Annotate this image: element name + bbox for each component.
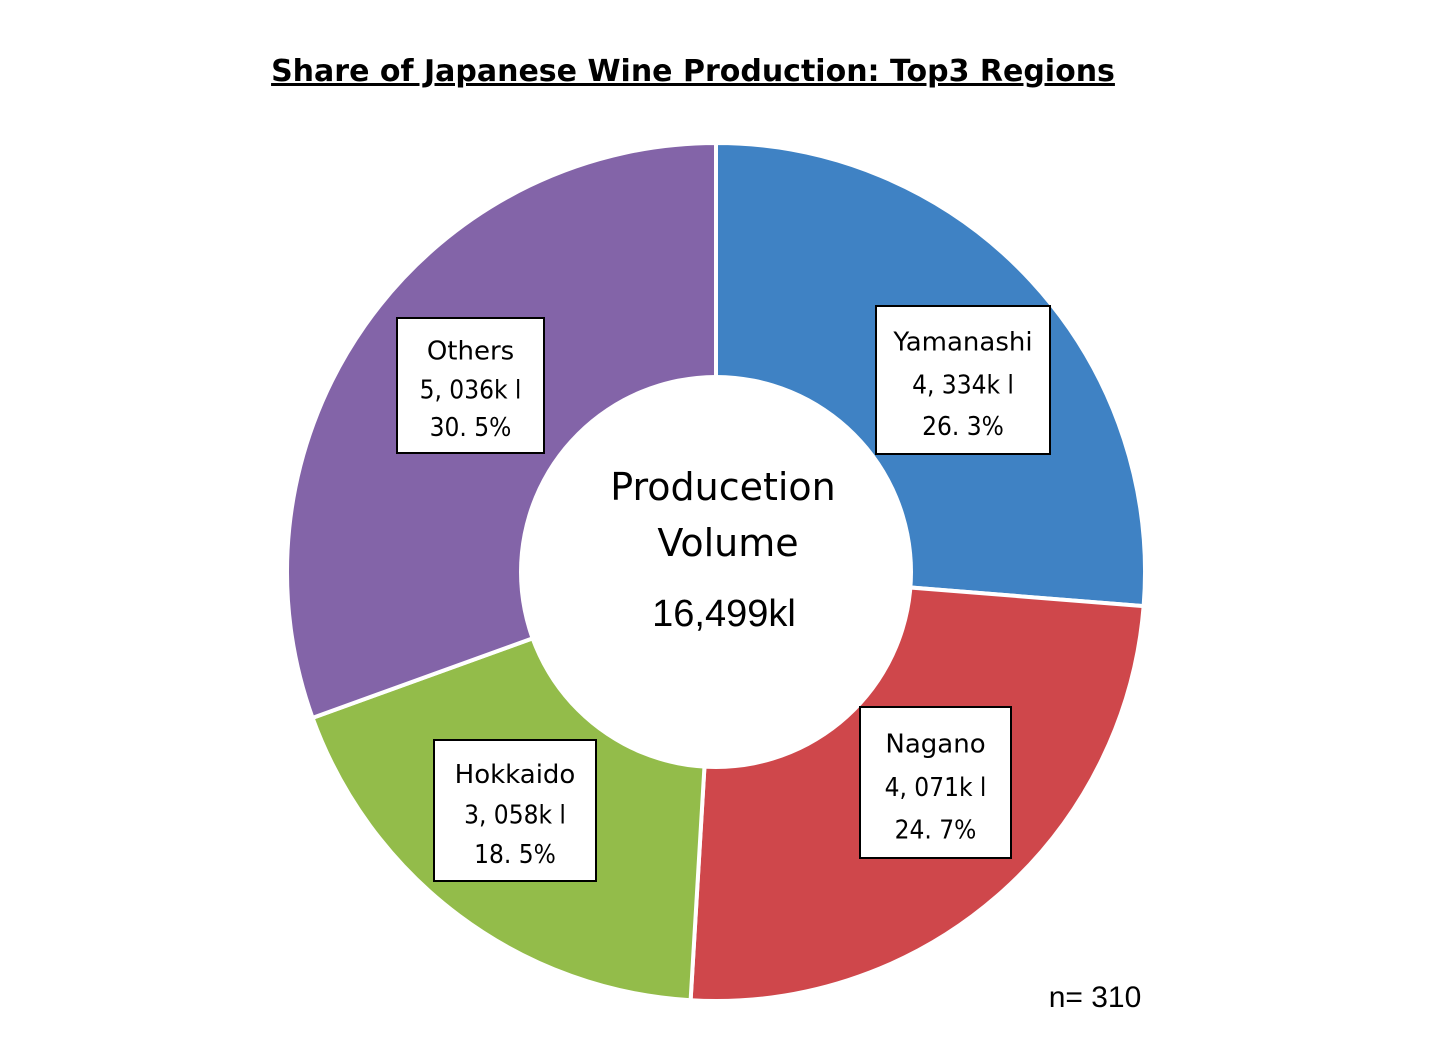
label-box-frame [396, 317, 545, 454]
label-percent: 26. 3% [922, 412, 1004, 442]
label-box-hokkaido: Hokkaido 3, 058k l 18. 5% [433, 739, 597, 882]
label-box-yamanashi: Yamanashi 4, 334k l 26. 3% [875, 305, 1051, 455]
label-percent: 24. 7% [895, 815, 977, 845]
sample-size-note: n= 310 [1049, 981, 1142, 1014]
label-percent: 30. 5% [430, 413, 512, 443]
label-category: Others [427, 336, 514, 366]
label-value: 4, 071k l [885, 773, 987, 803]
label-box-others: Others 5, 036k l 30. 5% [396, 317, 545, 454]
label-value: 4, 334k l [912, 370, 1014, 400]
chart-title: Share of Japanese Wine Production: Top3 … [271, 54, 1115, 89]
label-category: Yamanashi [892, 328, 1032, 358]
label-box-frame [859, 706, 1012, 859]
label-box-frame [433, 739, 597, 882]
label-value: 3, 058k l [464, 801, 566, 831]
label-category: Nagano [885, 729, 985, 759]
labels-group: Yamanashi 4, 334k l 26. 3% Nagano 4, 071k l 2… [396, 305, 1051, 882]
center-label-line2: Volume [657, 521, 798, 565]
label-value: 5, 036k l [420, 375, 522, 405]
label-category: Hokkaido [455, 760, 576, 790]
label-percent: 18. 5% [474, 840, 556, 870]
center-total: 16,499kl [652, 593, 796, 635]
label-box-nagano: Nagano 4, 071k l 24. 7% [859, 706, 1012, 859]
center-label-line1: Producetion [610, 465, 836, 509]
donut-hole [519, 375, 913, 769]
label-box-frame [875, 305, 1051, 455]
